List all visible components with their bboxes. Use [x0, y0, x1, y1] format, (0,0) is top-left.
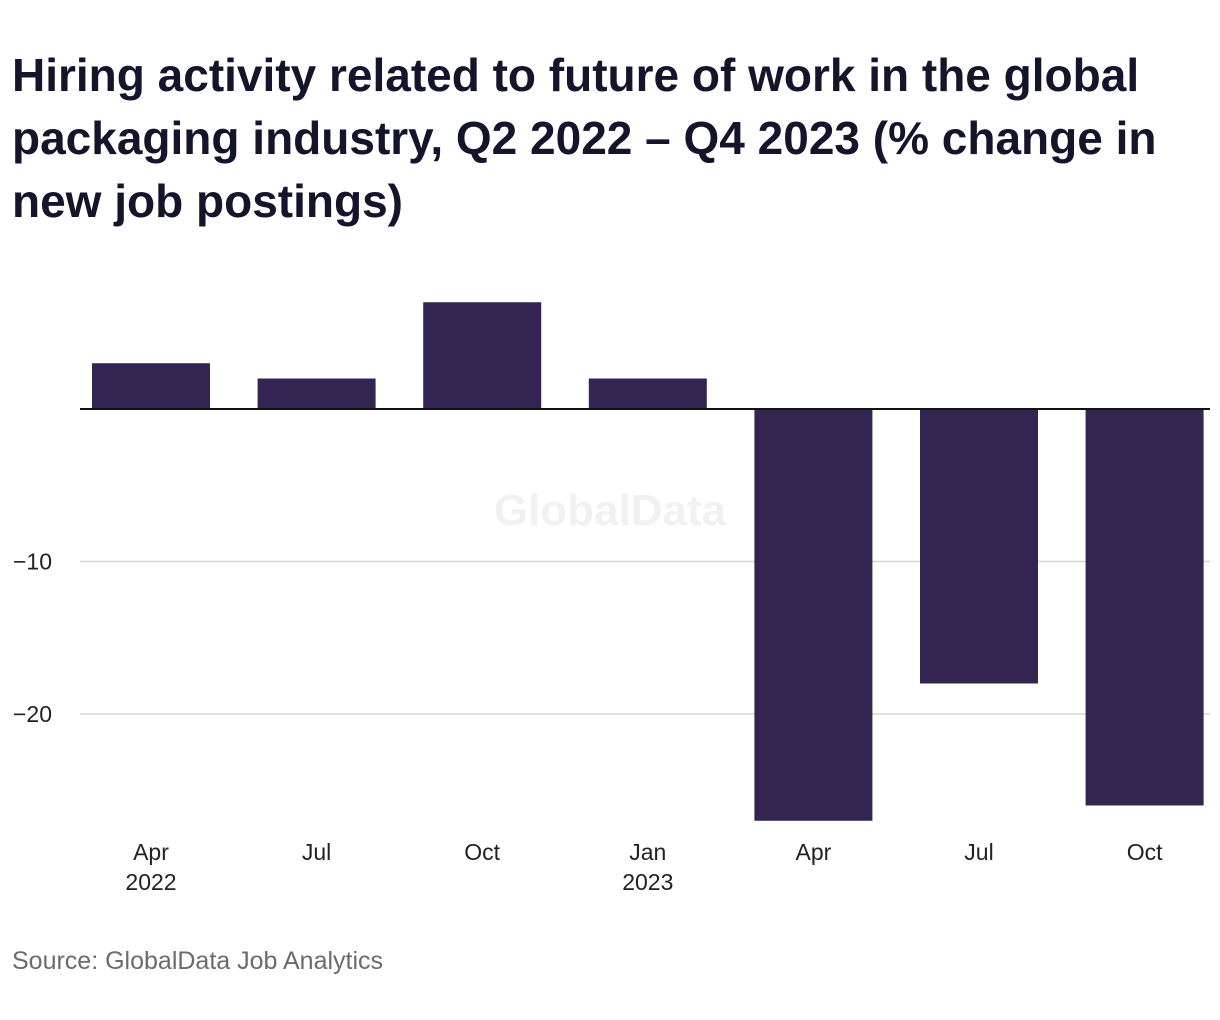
x-tick-label: Jan [629, 839, 666, 865]
bar [1085, 409, 1204, 806]
x-tick-label: Oct [464, 839, 500, 865]
bar [423, 302, 542, 409]
bar [754, 409, 873, 821]
bar [257, 378, 376, 409]
x-axis: Apr 2022 Jul Oct Jan 2023 Apr Jul Oct [80, 408, 1210, 895]
bar-chart: GlobalData Apr 2022 Jul Oct Jan 2023 Apr Jul Oct… [13, 302, 1210, 895]
gridlines [80, 560, 1210, 715]
x-tick-label: Apr [796, 839, 832, 865]
chart-title: Hiring activity related to future of wor… [12, 49, 1157, 227]
x-tick-year-label: 2023 [622, 869, 673, 895]
y-tick-label: −10 [13, 549, 52, 575]
bar [920, 409, 1038, 684]
x-tick-year-label: 2022 [125, 869, 176, 895]
bars [92, 302, 1204, 821]
x-tick-label: Jul [302, 839, 331, 865]
x-tick-label: Jul [964, 839, 993, 865]
bar [588, 378, 707, 409]
watermark-text: GlobalData [494, 486, 727, 535]
x-tick-label: Oct [1127, 839, 1163, 865]
x-tick-label: Apr [133, 839, 169, 865]
y-tick-label: −20 [13, 701, 52, 727]
source-note: Source: GlobalData Job Analytics [12, 947, 384, 975]
y-axis-ticks: −10 −20 [13, 549, 52, 728]
bar [92, 363, 210, 409]
